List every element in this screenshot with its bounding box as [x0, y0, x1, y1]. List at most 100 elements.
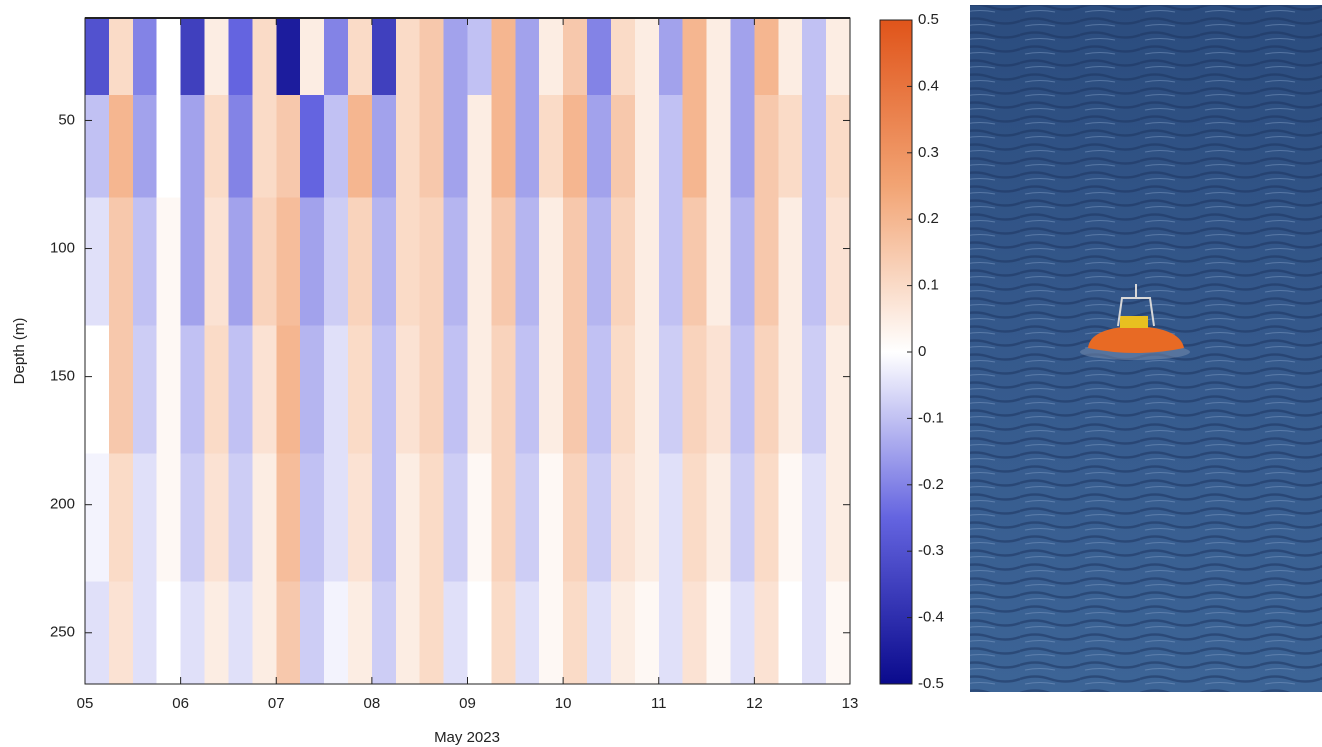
heat-cell	[108, 197, 134, 326]
heat-cell	[802, 18, 827, 96]
heat-cell	[754, 94, 779, 198]
heat-cell	[515, 581, 540, 685]
heat-cell	[754, 197, 779, 326]
heat-cell	[467, 18, 493, 96]
heat-cell	[443, 197, 469, 326]
heat-cell	[85, 453, 110, 583]
heat-cell	[467, 197, 493, 326]
heat-cell	[132, 453, 158, 583]
heat-cell	[180, 18, 206, 96]
heat-cell	[730, 325, 755, 455]
heat-cell	[419, 18, 445, 96]
heat-cell	[300, 197, 325, 326]
heat-cell	[706, 453, 732, 583]
heat-cell	[467, 581, 493, 685]
heat-cell	[778, 325, 803, 455]
heat-cell	[419, 581, 445, 685]
heat-cell	[132, 581, 158, 685]
heat-cell	[658, 325, 684, 455]
heat-cell	[324, 453, 349, 583]
heat-cell	[300, 94, 325, 198]
heat-cell	[730, 581, 755, 685]
colorbar-tick-label: -0.2	[918, 476, 944, 493]
heat-cell	[443, 581, 469, 685]
heat-cell	[228, 325, 253, 455]
x-tick-label: 08	[364, 695, 381, 712]
heat-cell	[228, 453, 253, 583]
heat-cell	[108, 94, 134, 198]
heat-cell	[730, 453, 755, 583]
heat-cell	[180, 453, 206, 583]
heat-cell	[563, 197, 588, 326]
heat-cell	[395, 325, 421, 455]
heat-cell	[610, 18, 636, 96]
heat-cell	[491, 94, 516, 198]
heat-cell	[156, 325, 182, 455]
x-tick-label: 10	[555, 695, 572, 712]
heat-cell	[276, 18, 301, 96]
heat-cell	[802, 453, 827, 583]
heat-cell	[347, 18, 373, 96]
heat-cell	[826, 325, 851, 455]
heat-cell	[682, 325, 708, 455]
x-tick-label: 07	[268, 695, 285, 712]
colorbar-tick-label: 0.5	[918, 11, 939, 28]
heat-cell	[682, 581, 708, 685]
heat-cell	[515, 197, 540, 326]
heat-cell	[826, 197, 851, 326]
heat-cell	[682, 18, 708, 96]
heat-cell	[515, 18, 540, 96]
heat-cell	[587, 94, 612, 198]
heat-cell	[515, 453, 540, 583]
heat-cell	[467, 94, 493, 198]
y-tick-label: 200	[50, 496, 75, 513]
heat-cell	[610, 325, 636, 455]
heat-cell	[228, 197, 253, 326]
x-axis-label: May 2023	[434, 729, 500, 746]
heat-cell	[324, 94, 349, 198]
heat-cell	[347, 94, 373, 198]
heat-cell	[634, 94, 660, 198]
heat-cell	[132, 325, 158, 455]
heat-cell	[658, 581, 684, 685]
heat-cell	[491, 197, 516, 326]
heat-cell	[682, 453, 708, 583]
heat-cell	[491, 325, 516, 455]
heat-cell	[252, 325, 277, 455]
heat-cell	[754, 581, 779, 685]
heat-cell	[730, 197, 755, 326]
heat-cell	[204, 325, 230, 455]
heat-cell	[826, 453, 851, 583]
colorbar-tick-label: 0.4	[918, 77, 939, 94]
heat-cell	[610, 453, 636, 583]
heat-cell	[563, 325, 588, 455]
colorbar	[879, 19, 913, 685]
buoy-deck	[1120, 316, 1148, 328]
y-tick-label: 150	[50, 368, 75, 385]
heat-cell	[587, 453, 612, 583]
heat-cell	[802, 581, 827, 685]
heat-cell	[826, 18, 851, 96]
heat-cell	[347, 325, 373, 455]
y-tick-label: 250	[50, 624, 75, 641]
heat-cell	[324, 197, 349, 326]
heat-cell	[443, 18, 469, 96]
heat-cell	[347, 453, 373, 583]
heat-cell	[252, 18, 277, 96]
heat-cell	[730, 94, 755, 198]
heat-cell	[180, 581, 206, 685]
heat-cell	[539, 453, 564, 583]
heat-cell	[778, 94, 803, 198]
heat-cell	[395, 18, 421, 96]
heat-cell	[156, 18, 182, 96]
heat-cell	[252, 94, 277, 198]
heat-cell	[706, 325, 732, 455]
heat-cell	[539, 581, 564, 685]
heat-cell	[300, 18, 325, 96]
heat-cell	[778, 18, 803, 96]
heat-cell	[395, 94, 421, 198]
heat-cell	[180, 94, 206, 198]
heat-cell	[730, 18, 755, 96]
heat-cell	[563, 94, 588, 198]
